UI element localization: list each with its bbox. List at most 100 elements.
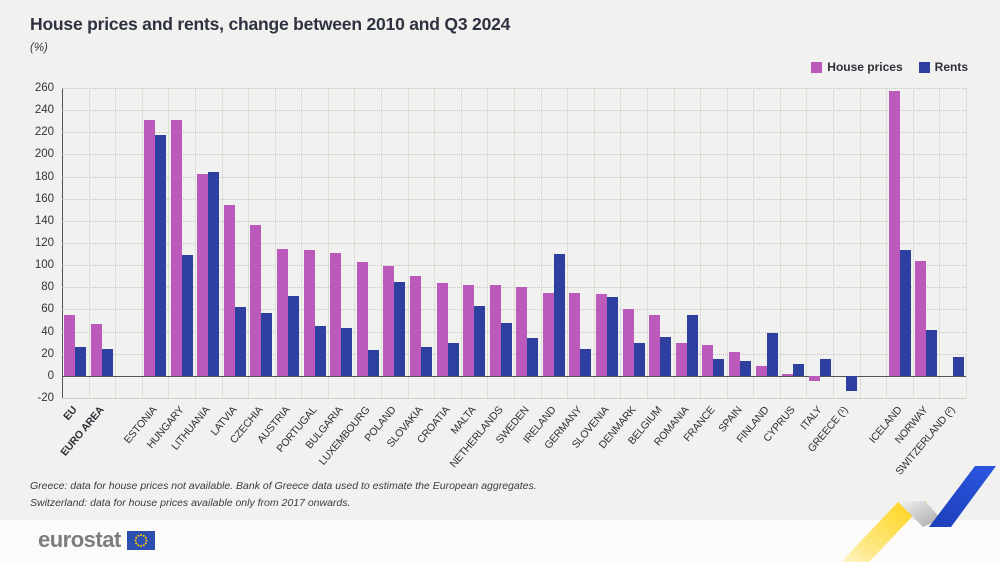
legend-label-house-prices: House prices	[827, 60, 903, 74]
bar-house-prices	[702, 344, 714, 376]
bar-rents	[474, 306, 486, 376]
y-tick-label: 40	[41, 325, 54, 338]
eurostat-logo: eurostat	[38, 527, 155, 553]
bar-house-prices	[542, 292, 554, 376]
house-prices-swatch-icon	[811, 61, 823, 73]
bar-house-prices	[409, 276, 421, 376]
footnote-greece: Greece: data for house prices not availa…	[30, 480, 537, 492]
y-tick-label: 240	[34, 104, 54, 117]
legend: House prices Rents	[811, 60, 968, 74]
bar-house-prices	[808, 375, 820, 382]
h-gridline	[62, 176, 966, 178]
bar-house-prices	[170, 120, 182, 376]
bar-house-prices	[729, 351, 740, 376]
h-gridline	[62, 331, 966, 333]
bar-rents	[208, 172, 220, 376]
footnotes: Greece: data for house prices not availa…	[30, 478, 537, 512]
bar-rents	[447, 342, 459, 376]
bar-house-prices	[250, 225, 262, 376]
bar-rents	[686, 314, 698, 376]
bar-rents	[926, 330, 938, 376]
y-tick-label: 220	[34, 126, 54, 139]
h-gridline	[62, 265, 966, 267]
bar-house-prices	[303, 249, 315, 376]
y-tick-label: 20	[41, 347, 54, 360]
x-axis-zero-line	[62, 375, 966, 377]
bar-rents	[341, 328, 353, 376]
h-gridline	[62, 154, 966, 156]
y-tick-label: 120	[34, 237, 54, 249]
bar-house-prices	[755, 365, 767, 376]
bar-rents	[819, 359, 831, 376]
bar-rents	[580, 349, 592, 376]
h-gridline	[62, 220, 966, 222]
bar-house-prices	[223, 205, 235, 376]
bar-house-prices	[888, 91, 900, 376]
bar-house-prices	[383, 266, 395, 376]
bar-rents	[420, 347, 432, 376]
bar-house-prices	[277, 248, 288, 376]
bar-rents	[101, 349, 113, 376]
bar-rents	[527, 338, 539, 376]
bar-rents	[500, 322, 512, 376]
y-tick-label: 0	[47, 369, 54, 382]
bar-rents	[660, 337, 672, 376]
y-tick-label: 180	[34, 170, 54, 183]
bar-rents	[234, 307, 246, 376]
bar-rents	[899, 249, 911, 376]
bar-house-prices	[90, 323, 102, 376]
bar-house-prices	[356, 261, 368, 376]
h-gridline	[62, 287, 966, 289]
plot-area: 260 240 220 200 180 160 140 120 100 80 60 40 20 0 -20 E…	[35, 82, 967, 477]
legend-label-rents: Rents	[934, 60, 968, 74]
rents-swatch-icon	[918, 61, 930, 73]
bar-rents	[553, 254, 565, 376]
h-gridline	[62, 132, 966, 134]
bar-house-prices	[64, 314, 76, 376]
legend-item-rents: Rents	[918, 60, 968, 74]
bar-house-prices	[596, 293, 608, 376]
footer-band	[0, 520, 1000, 562]
bar-rents	[261, 312, 273, 376]
bar-rents	[846, 375, 858, 392]
bar-rents	[288, 296, 299, 376]
bar-rents	[367, 350, 379, 376]
bar-rents	[155, 134, 167, 376]
y-tick-label: 160	[34, 192, 54, 205]
bar-rents	[75, 347, 87, 376]
bar-house-prices	[436, 282, 448, 376]
bar-rents	[713, 359, 725, 376]
bar-rents	[952, 357, 964, 376]
h-gridline	[62, 309, 966, 311]
y-tick-label: 140	[34, 214, 54, 227]
h-gridline	[62, 110, 966, 112]
chart-title: House prices and rents, change between 2…	[30, 14, 511, 34]
h-gridline	[62, 353, 966, 355]
bar-rents	[181, 255, 193, 376]
y-tick-label: 100	[34, 259, 54, 272]
trend-arrow-decoration	[841, 466, 996, 562]
h-gridline	[62, 88, 966, 89]
bar-house-prices	[915, 260, 927, 376]
v-gridline	[966, 88, 967, 398]
h-gridline	[62, 198, 966, 200]
bar-house-prices	[569, 292, 581, 376]
eu-flag-icon	[126, 530, 155, 550]
y-tick-label: 200	[34, 148, 54, 161]
bar-house-prices	[675, 342, 687, 376]
bar-house-prices	[782, 373, 794, 376]
h-gridline	[62, 243, 966, 244]
y-tick-label: 260	[34, 82, 54, 94]
bar-rents	[766, 332, 778, 376]
bar-house-prices	[330, 252, 342, 376]
bar-rents	[314, 326, 326, 376]
bar-house-prices	[516, 287, 528, 376]
bar-rents	[394, 281, 406, 376]
bar-house-prices	[144, 120, 156, 376]
bar-house-prices	[622, 309, 634, 376]
legend-item-house-prices: House prices	[811, 60, 903, 74]
y-tick-label: -20	[37, 392, 54, 404]
y-tick-label: 60	[41, 303, 54, 316]
eurostat-logo-text: eurostat	[38, 527, 121, 552]
